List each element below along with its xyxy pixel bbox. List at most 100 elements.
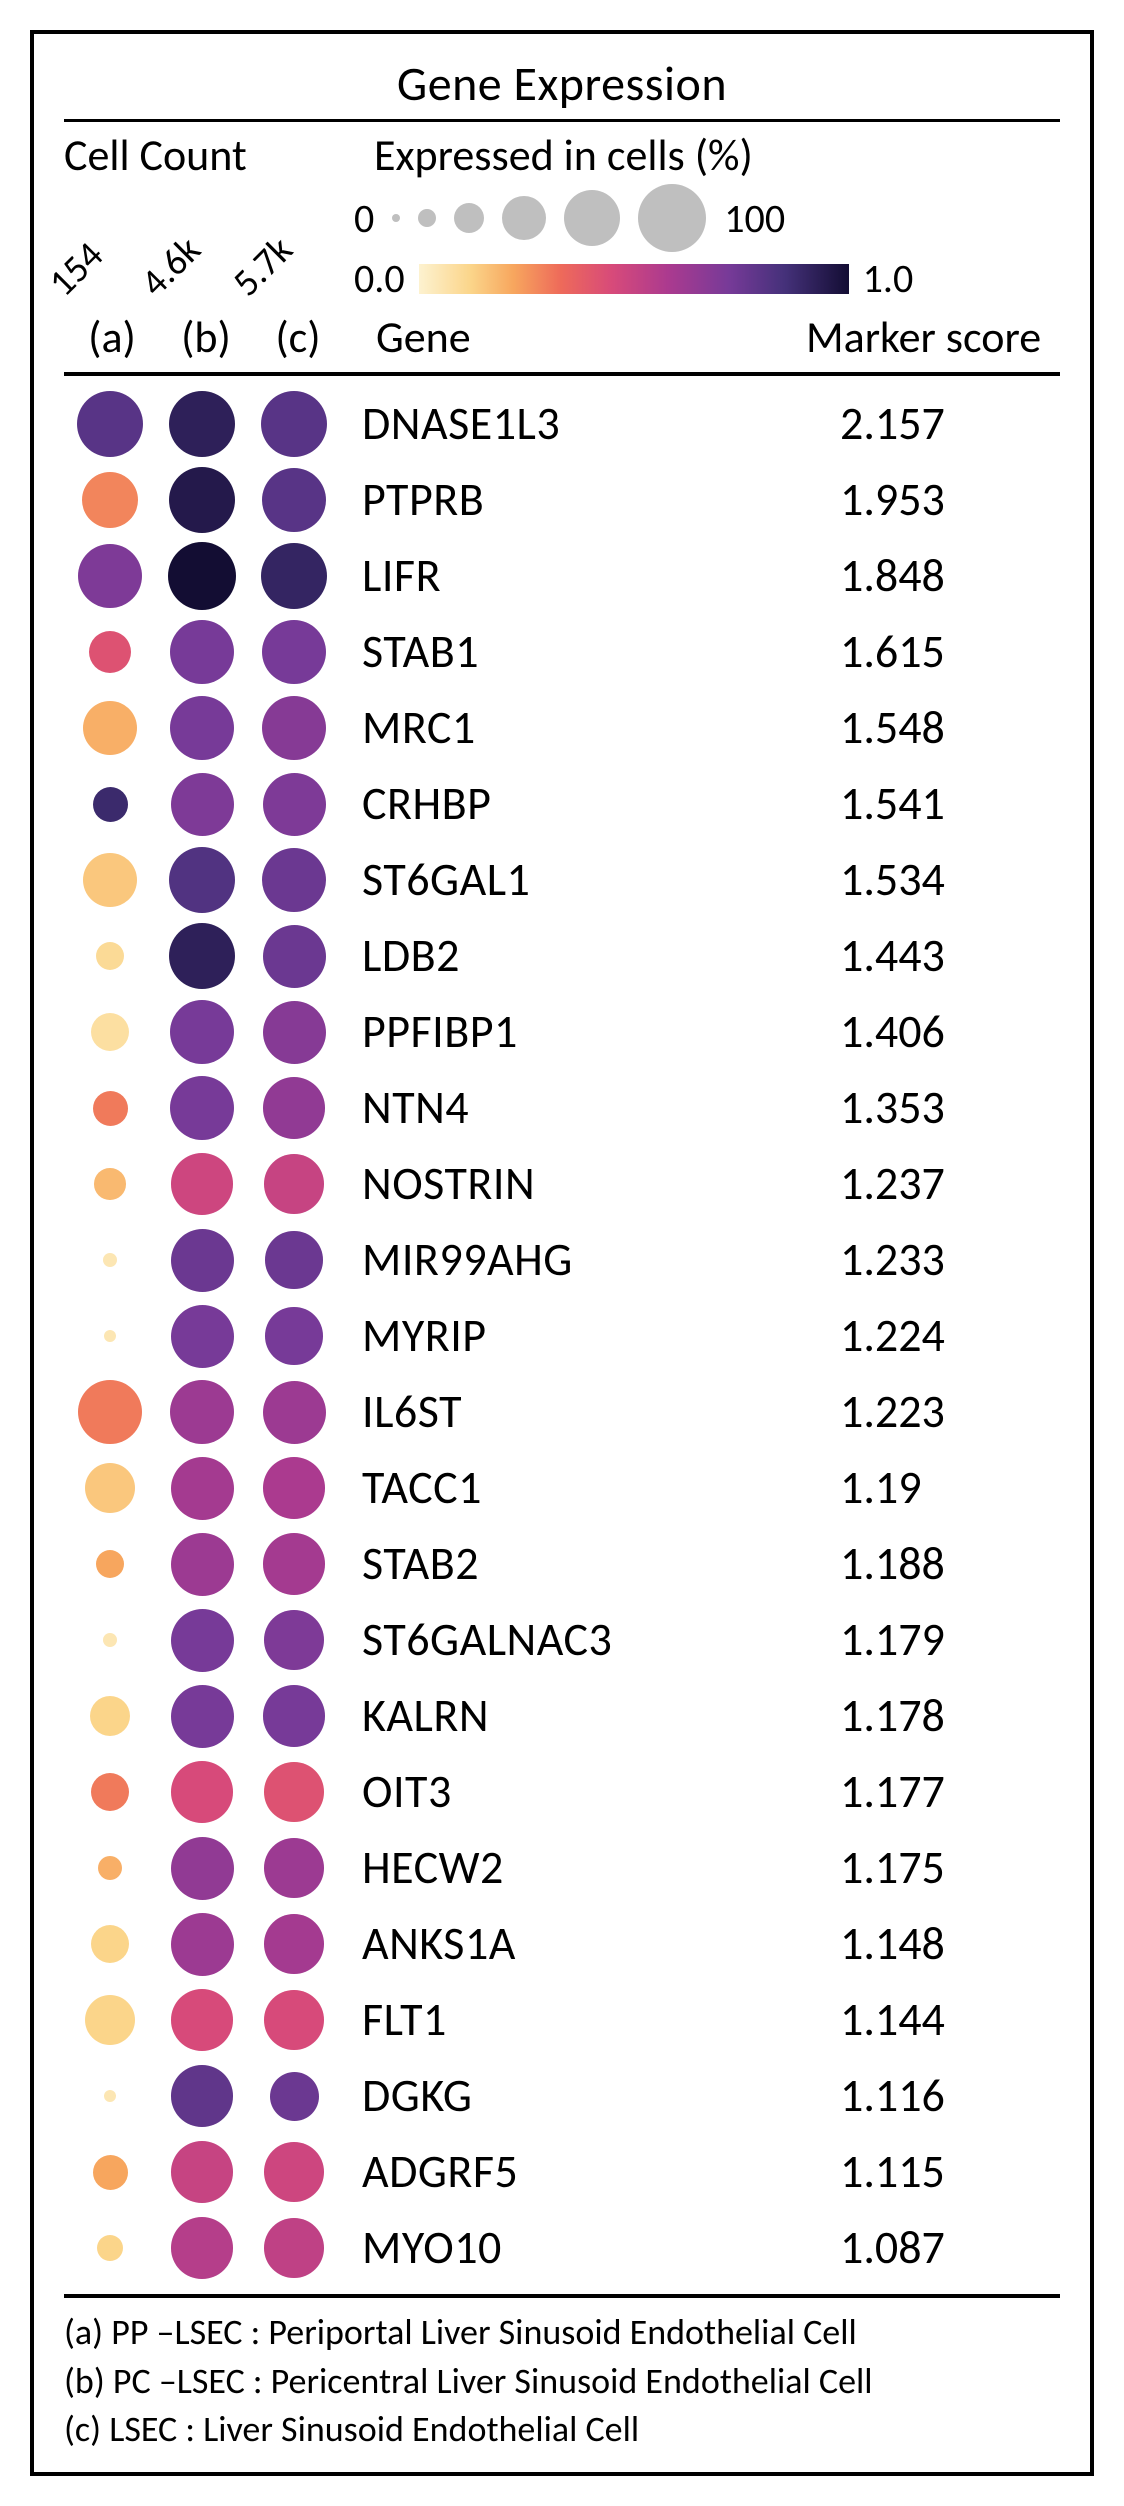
dot-cell	[248, 1154, 340, 1214]
footnote-line: (c) LSEC : Liver Sinusoid Endothelial Ce…	[64, 2405, 1060, 2454]
expression-dot	[171, 1685, 234, 1748]
expression-dot	[263, 1077, 325, 1139]
dot-cell	[64, 2090, 156, 2103]
expression-dot	[85, 1995, 135, 2045]
gene-row: OIT31.177	[64, 1754, 1060, 1830]
dot-cell	[64, 544, 156, 608]
dot-cell	[156, 1305, 248, 1368]
gene-name: OIT3	[340, 1764, 840, 1820]
legend-block: Cell Count Expressed in cells (%) 1544.6…	[64, 128, 1060, 376]
expression-dot	[171, 1305, 234, 1368]
marker-score: 1.223	[840, 1384, 1060, 1440]
rows-container: DNASE1L32.157PTPRB1.953LIFR1.848STAB11.6…	[64, 386, 1060, 2286]
dot-cell	[248, 1457, 340, 1519]
dot-cell	[248, 1001, 340, 1064]
dot-cell	[64, 391, 156, 458]
dot-cell	[156, 2141, 248, 2203]
dot-cell	[156, 847, 248, 914]
gene-name: NTN4	[340, 1080, 840, 1136]
gene-name: ST6GALNAC3	[340, 1612, 840, 1668]
legend-top-row: Cell Count Expressed in cells (%)	[64, 128, 1060, 182]
gene-row: FLT11.144	[64, 1982, 1060, 2058]
gene-name: IL6ST	[340, 1384, 840, 1440]
expression-dot	[78, 544, 142, 608]
dot-cell	[248, 1381, 340, 1444]
gene-name: NOSTRIN	[340, 1156, 840, 1212]
marker-score: 1.224	[840, 1308, 1060, 1364]
marker-score: 1.144	[840, 1992, 1060, 2048]
gene-name: MRC1	[340, 700, 840, 756]
expression-dot	[171, 1609, 234, 1672]
marker-score: 1.233	[840, 1232, 1060, 1288]
expression-dot	[264, 2142, 324, 2202]
cell-count-tick: 154	[39, 233, 112, 306]
expression-dot	[169, 923, 236, 990]
gene-name: LDB2	[340, 928, 840, 984]
gene-name: DGKG	[340, 2068, 840, 2124]
marker-score: 1.116	[840, 2068, 1060, 2124]
gene-row: PTPRB1.953	[64, 462, 1060, 538]
expression-dot	[171, 2141, 233, 2203]
colorbar-row: 0.0 1.0	[354, 254, 913, 303]
gene-name: STAB1	[340, 624, 840, 680]
abc-header: (a)	[64, 310, 160, 364]
gene-row: NOSTRIN1.237	[64, 1146, 1060, 1222]
gene-expression-panel: Gene Expression Cell Count Expressed in …	[30, 30, 1094, 2476]
expression-dot	[91, 1925, 130, 1964]
expression-dot	[170, 1076, 234, 1140]
expression-dot	[97, 2235, 124, 2262]
marker-score: 1.115	[840, 2144, 1060, 2200]
gene-row: HECW21.175	[64, 1830, 1060, 1906]
marker-score: 1.953	[840, 472, 1060, 528]
size-legend-dot	[502, 196, 546, 240]
marker-score: 1.19	[840, 1460, 1060, 1516]
size-legend-dot	[454, 203, 484, 233]
expression-dot	[261, 543, 328, 610]
expression-dot	[262, 696, 326, 760]
gene-row: DGKG1.116	[64, 2058, 1060, 2134]
expression-dot	[264, 1154, 324, 1214]
gene-row: STAB11.615	[64, 614, 1060, 690]
gene-row: DNASE1L32.157	[64, 386, 1060, 462]
dot-cell	[156, 1913, 248, 1976]
expression-dot	[85, 1463, 135, 1513]
gene-row: KALRN1.178	[64, 1678, 1060, 1754]
expression-dot	[265, 1231, 322, 1288]
expression-dot	[264, 1610, 324, 1670]
dot-cell	[248, 1307, 340, 1364]
expression-dot	[89, 631, 131, 673]
expression-dot	[169, 467, 236, 534]
dot-cell	[156, 620, 248, 684]
gene-name: TACC1	[340, 1460, 840, 1516]
gene-row: NTN41.353	[64, 1070, 1060, 1146]
dot-cell	[248, 1231, 340, 1288]
expression-dot	[170, 696, 234, 760]
marker-score: 1.443	[840, 928, 1060, 984]
expression-dot	[262, 620, 326, 684]
dot-cell	[64, 787, 156, 822]
size-legend: 0100	[354, 188, 913, 248]
expression-dot	[104, 1330, 117, 1343]
dot-cell	[248, 1990, 340, 2050]
dot-cell	[64, 1995, 156, 2045]
size-legend-dot	[638, 184, 706, 252]
marker-score: 1.178	[840, 1688, 1060, 1744]
dot-cell	[248, 2218, 340, 2278]
marker-score: 1.406	[840, 1004, 1060, 1060]
expression-dot	[262, 468, 326, 532]
dot-cell	[248, 1838, 340, 1898]
dot-cell	[64, 1856, 156, 1881]
gene-name: LIFR	[340, 548, 840, 604]
gene-name: CRHBP	[340, 776, 840, 832]
dot-cell	[64, 1330, 156, 1343]
gene-name: ADGRF5	[340, 2144, 840, 2200]
dot-cell	[156, 2065, 248, 2127]
gene-row: ST6GAL11.534	[64, 842, 1060, 918]
gene-row: ADGRF51.115	[64, 2134, 1060, 2210]
expression-dot	[96, 942, 124, 970]
expression-dot	[264, 1990, 324, 2050]
colorbar-max-label: 1.0	[863, 254, 914, 303]
dot-cell	[156, 1685, 248, 1748]
gene-name: DNASE1L3	[340, 396, 840, 452]
marker-score: 1.541	[840, 776, 1060, 832]
